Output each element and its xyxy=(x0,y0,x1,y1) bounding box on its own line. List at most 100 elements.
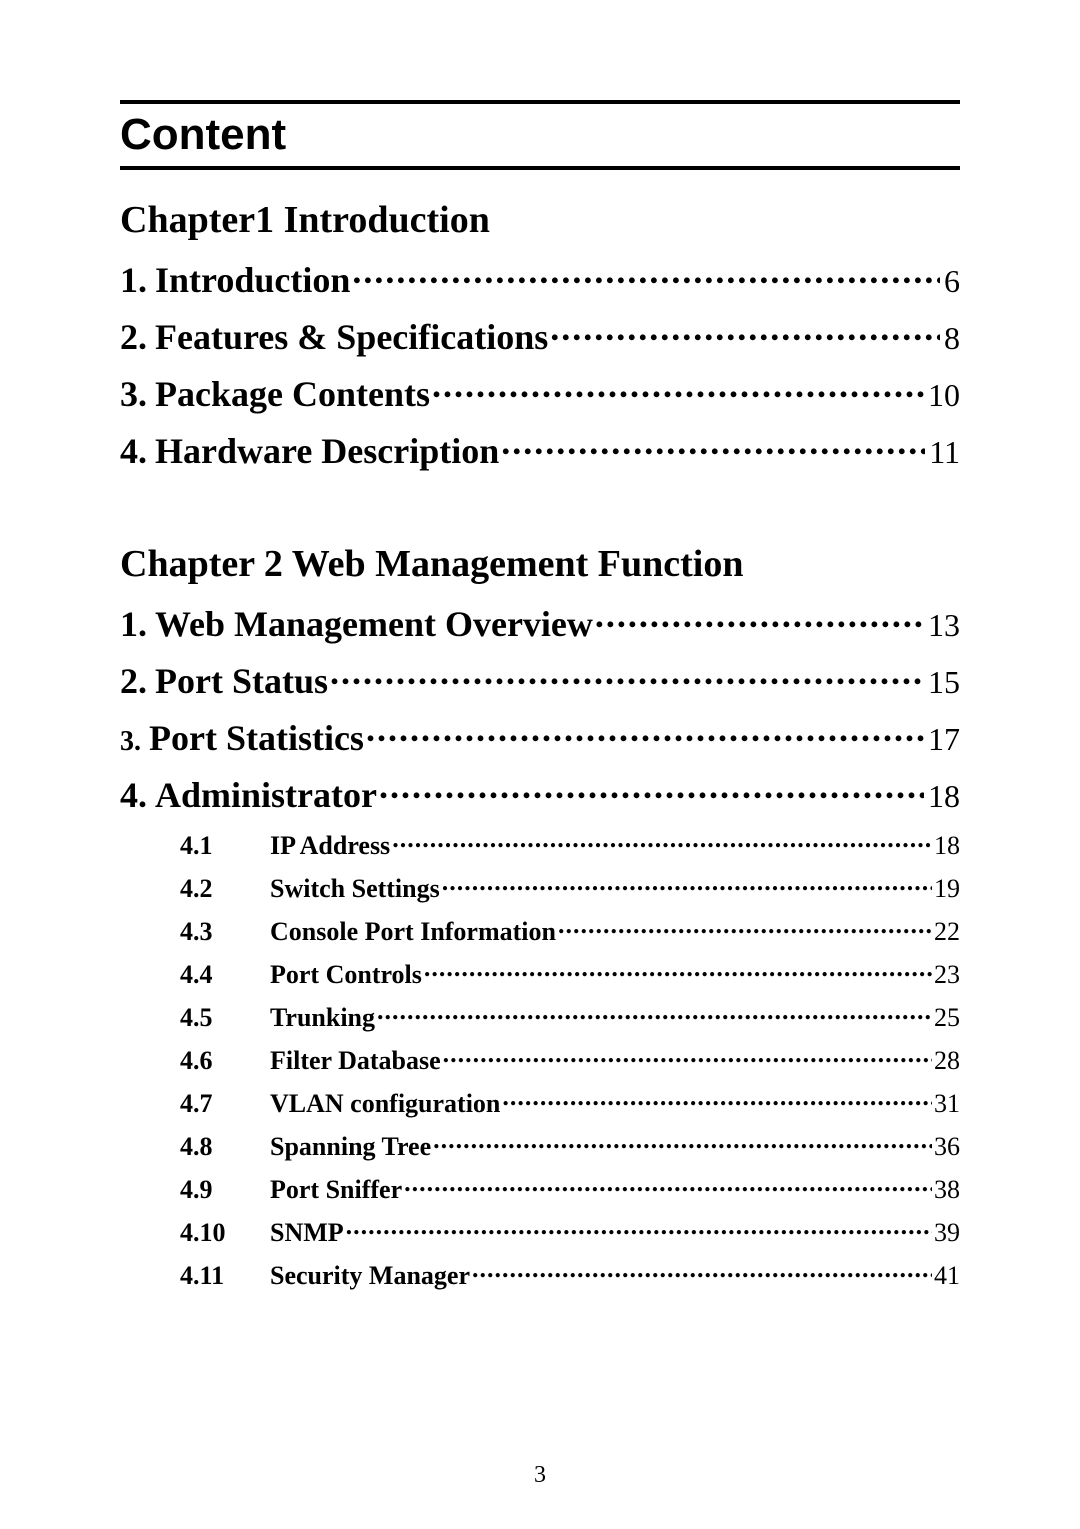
toc-page: 13 xyxy=(926,607,960,644)
toc-subentry: 4.11 Security Manager 41 xyxy=(180,1258,960,1291)
toc-page: 17 xyxy=(926,721,960,758)
toc-entry: 4. Hardware Description 11 xyxy=(120,427,960,472)
toc-subpage: 38 xyxy=(934,1175,960,1205)
toc-subpage: 41 xyxy=(934,1261,960,1291)
toc-label: Web Management Overview xyxy=(155,603,593,645)
toc-page: 10 xyxy=(926,377,960,414)
toc-subnum: 4.7 xyxy=(180,1089,270,1119)
toc-sublabel: Console Port Information xyxy=(270,917,556,947)
toc-leader xyxy=(352,256,940,292)
toc-entry: 1. Web Management Overview 13 xyxy=(120,600,960,645)
toc-entry: 2. Port Status 15 xyxy=(120,657,960,702)
toc-label: Introduction xyxy=(155,259,350,301)
toc-subnum: 4.2 xyxy=(180,874,270,904)
toc-num: 3. xyxy=(120,373,147,415)
toc-subnum: 4.11 xyxy=(180,1261,270,1291)
toc-label: Features & Specifications xyxy=(155,316,548,358)
toc-subpage: 39 xyxy=(934,1218,960,1248)
toc-leader xyxy=(501,427,925,463)
toc-label: Administrator xyxy=(155,774,377,816)
toc-label: Port Statistics xyxy=(149,717,364,759)
toc-num: 1. xyxy=(120,603,147,645)
toc-page: 6 xyxy=(942,263,960,300)
toc-subentry: 4.2 Switch Settings 19 xyxy=(180,871,960,904)
toc-leader xyxy=(404,1172,932,1198)
toc-subentry: 4.8 Spanning Tree 36 xyxy=(180,1129,960,1162)
toc-sublabel: Filter Database xyxy=(270,1046,441,1076)
toc-sublabel: Security Manager xyxy=(270,1261,470,1291)
toc-page: 18 xyxy=(926,778,960,815)
toc-subpage: 23 xyxy=(934,960,960,990)
toc-leader xyxy=(432,370,924,406)
toc-sublabel: VLAN configuration xyxy=(270,1089,500,1119)
toc-num: 4. xyxy=(120,774,147,816)
toc-subnum: 4.6 xyxy=(180,1046,270,1076)
toc-leader xyxy=(443,1043,932,1069)
toc-leader xyxy=(330,657,924,693)
toc-subpage: 36 xyxy=(934,1132,960,1162)
toc-label: Port Status xyxy=(155,660,328,702)
toc-subentry: 4.10 SNMP 39 xyxy=(180,1215,960,1248)
toc-subnum: 4.5 xyxy=(180,1003,270,1033)
toc-label: Hardware Description xyxy=(155,430,499,472)
toc-leader xyxy=(442,871,932,897)
toc-subentry: 4.6 Filter Database 28 xyxy=(180,1043,960,1076)
toc-leader xyxy=(377,1000,932,1026)
title-box: Content xyxy=(120,108,960,170)
toc-subentry: 4.3 Console Port Information 22 xyxy=(180,914,960,947)
toc-sublabel: Port Sniffer xyxy=(270,1175,402,1205)
top-rule xyxy=(120,100,960,104)
toc-subnum: 4.9 xyxy=(180,1175,270,1205)
toc-sublabel: Spanning Tree xyxy=(270,1132,431,1162)
toc-leader xyxy=(472,1258,932,1284)
toc-leader xyxy=(379,771,924,807)
toc-entry: 2. Features & Specifications 8 xyxy=(120,313,960,358)
toc-sublabel: IP Address xyxy=(270,831,390,861)
toc-leader xyxy=(366,714,924,750)
content-title: Content xyxy=(120,110,960,160)
toc-page: 8 xyxy=(942,320,960,357)
toc-subnum: 4.4 xyxy=(180,960,270,990)
toc-subentry: 4.1 IP Address 18 xyxy=(180,828,960,861)
toc-num: 3. xyxy=(120,726,141,758)
toc-num: 4. xyxy=(120,430,147,472)
toc-subentry: 4.4 Port Controls 23 xyxy=(180,957,960,990)
toc-page: 11 xyxy=(927,434,960,471)
toc-num: 2. xyxy=(120,660,147,702)
toc-subentry: 4.5 Trunking 25 xyxy=(180,1000,960,1033)
toc-subpage: 25 xyxy=(934,1003,960,1033)
toc-subpage: 18 xyxy=(934,831,960,861)
toc-num: 2. xyxy=(120,316,147,358)
toc-subnum: 4.10 xyxy=(180,1218,270,1248)
toc-subnum: 4.1 xyxy=(180,831,270,861)
toc-leader xyxy=(502,1086,932,1112)
toc-entry: 3. Package Contents 10 xyxy=(120,370,960,415)
toc-entry: 1. Introduction 6 xyxy=(120,256,960,301)
toc-subnum: 4.3 xyxy=(180,917,270,947)
toc-sublabel: Trunking xyxy=(270,1003,375,1033)
chapter2-heading: Chapter 2 Web Management Function xyxy=(120,542,960,586)
toc-subpage: 28 xyxy=(934,1046,960,1076)
toc-label: Package Contents xyxy=(155,373,430,415)
toc-subentry: 4.9 Port Sniffer 38 xyxy=(180,1172,960,1205)
toc-sublabel: Port Controls xyxy=(270,960,422,990)
toc-subpage: 31 xyxy=(934,1089,960,1119)
toc-leader xyxy=(558,914,932,940)
toc-leader xyxy=(346,1215,932,1241)
toc-page: 15 xyxy=(926,664,960,701)
toc-leader xyxy=(550,313,940,349)
toc-entry: 3. Port Statistics 17 xyxy=(120,714,960,759)
toc-leader xyxy=(392,828,932,854)
toc-leader xyxy=(424,957,932,983)
toc-subnum: 4.8 xyxy=(180,1132,270,1162)
chapter1-heading: Chapter1 Introduction xyxy=(120,198,960,242)
toc-leader xyxy=(595,600,924,636)
toc-leader xyxy=(433,1129,932,1155)
toc-entry: 4. Administrator 18 xyxy=(120,771,960,816)
toc-subpage: 22 xyxy=(934,917,960,947)
toc-num: 1. xyxy=(120,259,147,301)
toc-subentry: 4.7 VLAN configuration 31 xyxy=(180,1086,960,1119)
toc-subpage: 19 xyxy=(934,874,960,904)
footer-page-number: 3 xyxy=(0,1462,1080,1489)
toc-sublabel: Switch Settings xyxy=(270,874,440,904)
